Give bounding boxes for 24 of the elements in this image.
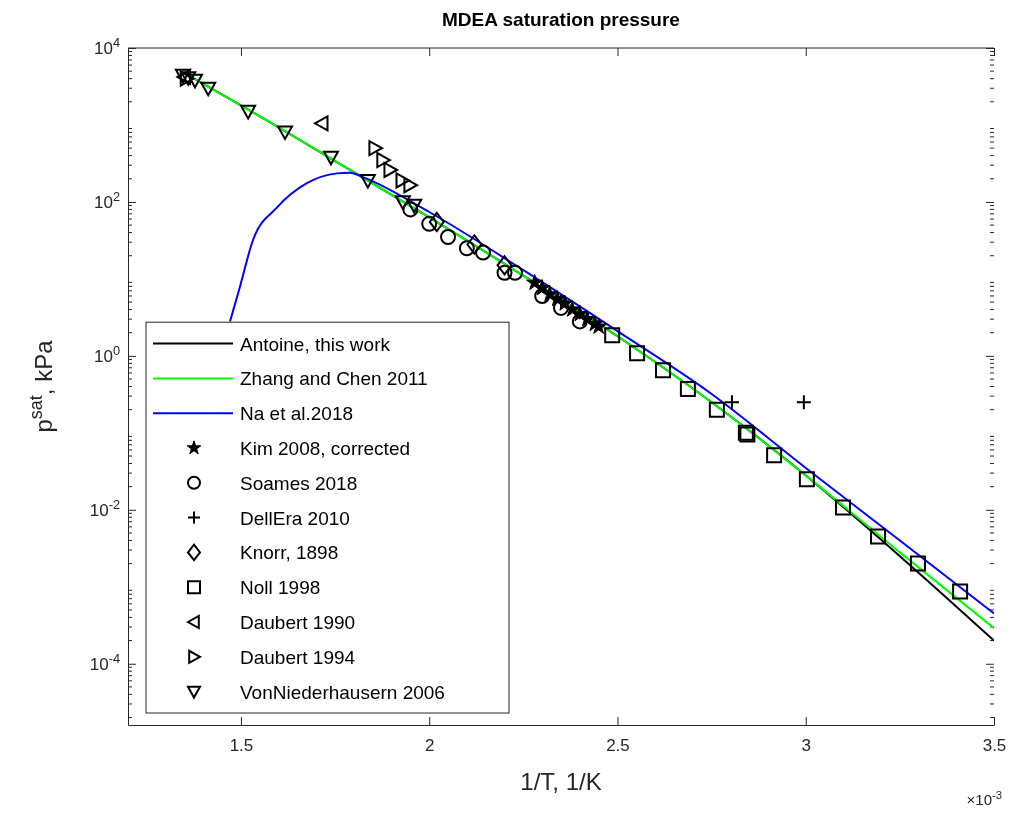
x-tick-label: 1.5 [229, 736, 254, 756]
legend-label: Zhang and Chen 2011 [240, 368, 428, 390]
x-tick-label: 2.5 [606, 736, 630, 756]
x-tick-label: 2 [424, 736, 435, 756]
legend-label: Daubert 1994 [240, 646, 356, 668]
legend-label: Kim 2008, corrected [240, 438, 411, 459]
y-tick-label: 10$^{-2}$ [89, 496, 120, 520]
y-tick-label: 10$^{2}$ [93, 188, 120, 212]
legend-label: Soames 2018 [240, 472, 358, 494]
y-tick-label: 10$^{0}$ [93, 342, 120, 366]
text: ×10$^{-3}$ [966, 789, 1002, 808]
legend-label: DellEra 2010 [240, 507, 350, 529]
legend-label: Knorr, 1898 [240, 542, 339, 564]
chart-title: MDEA saturation pressure [442, 9, 680, 30]
x-axis-title: 1/T, 1/K [520, 768, 602, 795]
x-tick-label: 3 [801, 736, 811, 756]
y-tick-label: 10$^{-4}$ [89, 650, 120, 674]
legend-label: VonNiederhausern 2006 [240, 681, 445, 703]
legend-label: Daubert 1990 [240, 612, 356, 633]
y-tick-label: 10$^{4}$ [93, 34, 120, 58]
legend-label: Antoine, this work [240, 333, 391, 355]
legend-label: Noll 1998 [240, 577, 321, 599]
x-tick-label: 3.5 [982, 736, 1007, 756]
legend-label: Na et al.2018 [240, 403, 354, 425]
